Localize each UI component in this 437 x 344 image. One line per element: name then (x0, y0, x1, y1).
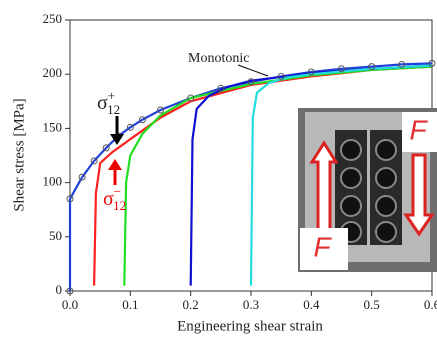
x-tick-label: 0.1 (122, 297, 138, 312)
x-tick-label: 0.5 (364, 297, 380, 312)
x-axis-label: Engineering shear strain (177, 318, 323, 334)
y-tick-label: 100 (43, 174, 63, 189)
superscript: − (114, 184, 121, 199)
subscript: 12 (113, 198, 126, 213)
y-tick-label: 0 (56, 282, 63, 297)
monotonic-label: Monotonic (188, 51, 249, 66)
superscript: + (108, 88, 115, 103)
x-tick-label: 0.4 (303, 297, 320, 312)
y-tick-label: 50 (49, 228, 62, 243)
y-axis-label: Shear stress [MPa] (11, 98, 27, 211)
force-label: F (409, 114, 428, 145)
x-tick-label: 0.2 (183, 297, 199, 312)
y-tick-label: 200 (43, 65, 63, 80)
inset-photo: F F (298, 108, 437, 272)
force-label: F (313, 231, 332, 262)
x-tick-label: 0.3 (243, 297, 259, 312)
x-tick-label: 0.0 (62, 297, 78, 312)
subscript: 12 (107, 102, 120, 117)
y-tick-label: 150 (43, 119, 63, 134)
x-tick-label: 0.6 (424, 297, 437, 312)
y-tick-label: 250 (43, 11, 63, 26)
